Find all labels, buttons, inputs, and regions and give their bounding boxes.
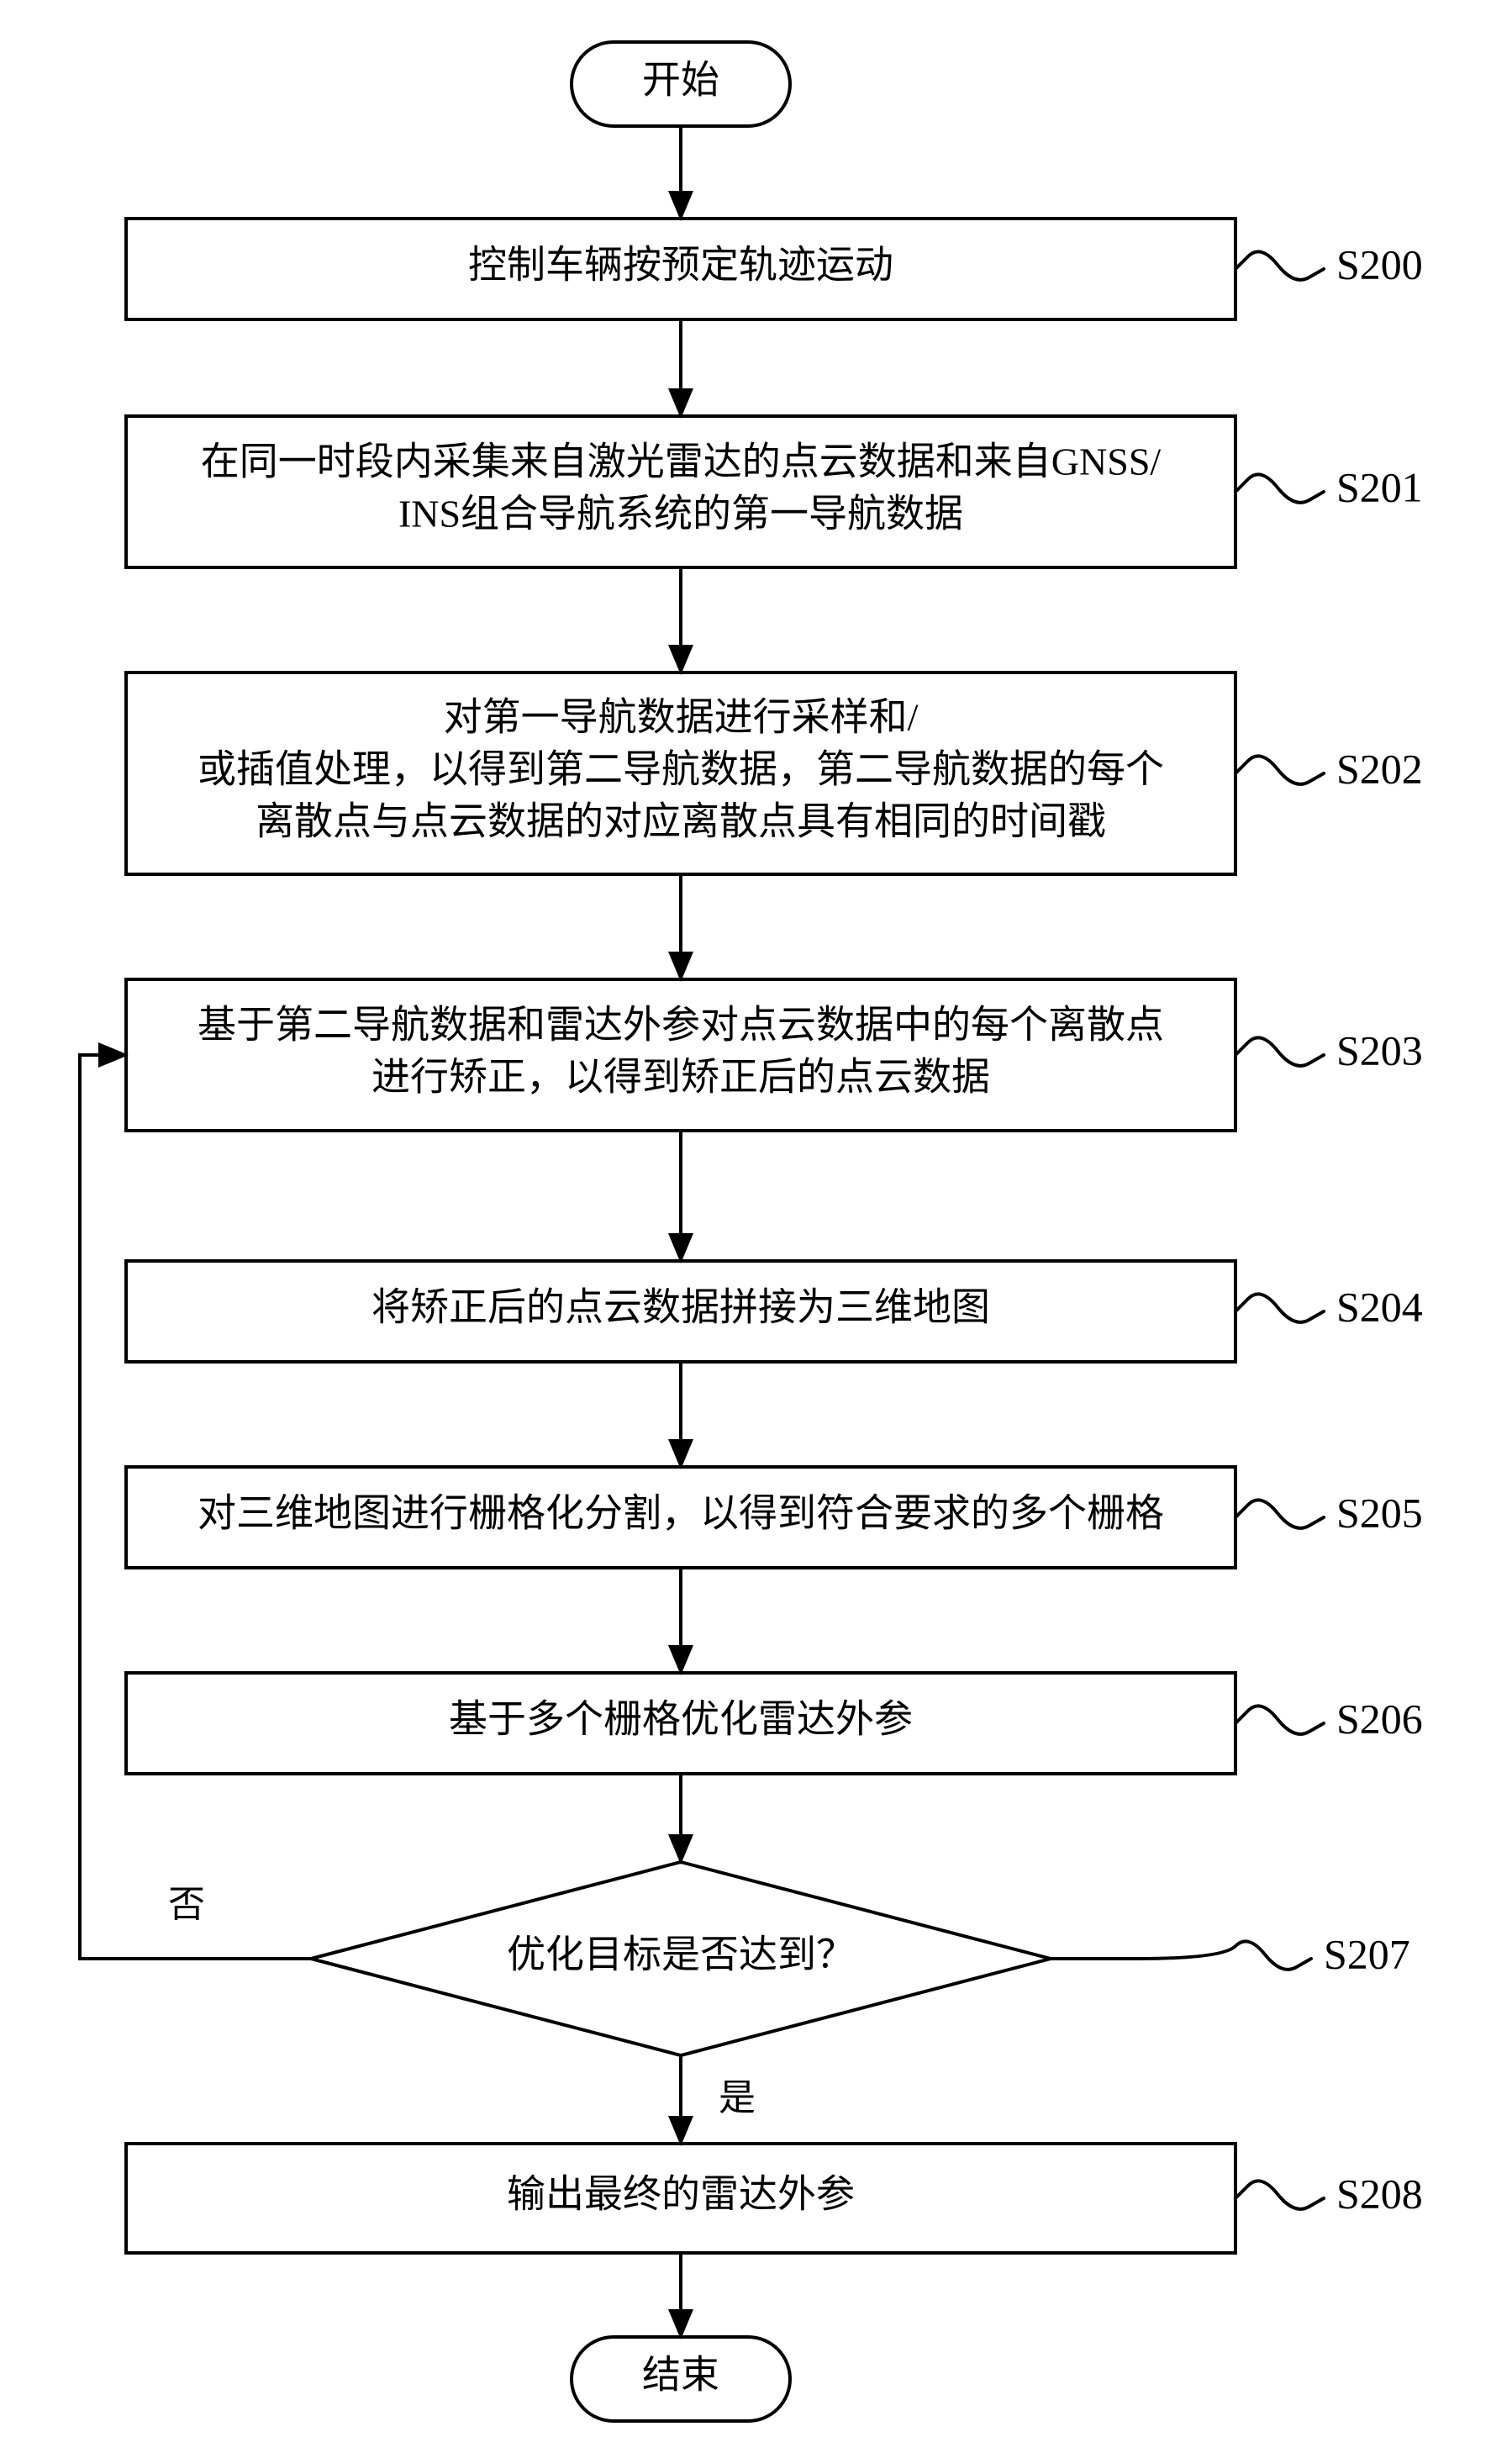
end-text-line-0: 结束 (642, 2354, 719, 2397)
step-label-s206: S206 (1336, 1695, 1423, 1742)
s201-text-line-1: INS组合导航系统的第一导航数据 (398, 493, 963, 535)
s204-text-line-0: 将矫正后的点云数据拼接为三维地图 (371, 1286, 990, 1329)
s207-text-line-0: 优化目标是否达到？ (507, 1933, 855, 1976)
s201-text-line-0: 在同一时段内采集来自激光雷达的点云数据和来自GNSS/ (201, 440, 1162, 483)
s200-text-line-0: 控制车辆按预定轨迹运动 (468, 244, 893, 287)
step-label-s203: S203 (1336, 1026, 1423, 1073)
edge-label-s207-s208: 是 (719, 2077, 756, 2118)
step-label-s202: S202 (1336, 745, 1423, 792)
step-label-s208: S208 (1336, 2170, 1423, 2217)
step-label-s204: S204 (1336, 1283, 1423, 1330)
s202-text-line-2: 离散点与点云数据的对应离散点具有相同的时间戳 (256, 800, 1106, 843)
s206-text-line-0: 基于多个栅格优化雷达外参 (449, 1698, 913, 1741)
start-text-line-0: 开始 (642, 59, 719, 102)
s202-text-line-0: 对第一导航数据进行采样和/ (444, 695, 919, 738)
s203-text-line-0: 基于第二导航数据和雷达外参对点云数据中的每个离散点 (198, 1004, 1164, 1047)
s208-text-line-0: 输出最终的雷达外参 (507, 2173, 855, 2216)
step-label-s207: S207 (1324, 1930, 1410, 1977)
s202-text-line-1: 或插值处理，以得到第二导航数据，第二导航数据的每个 (198, 748, 1164, 791)
flowchart: 开始控制车辆按预定轨迹运动在同一时段内采集来自激光雷达的点云数据和来自GNSS/… (0, 0, 1512, 2437)
step-label-s200: S200 (1336, 240, 1423, 287)
s203-text-line-1: 进行矫正，以得到矫正后的点云数据 (371, 1056, 990, 1099)
step-label-s201: S201 (1336, 463, 1423, 510)
s205-text-line-0: 对三维地图进行栅格化分割，以得到符合要求的多个栅格 (198, 1492, 1164, 1535)
edge-label-s207-s203: 否 (168, 1884, 205, 1925)
step-label-s205: S205 (1336, 1489, 1423, 1536)
